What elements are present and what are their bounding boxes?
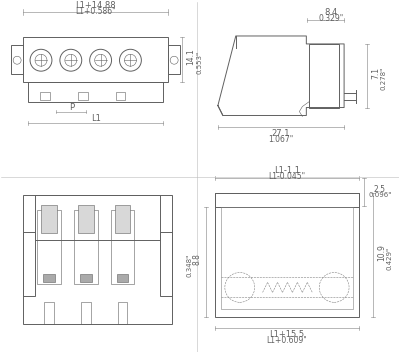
Text: 0.429": 0.429"	[387, 246, 393, 270]
Bar	[309, 44, 339, 107]
Bar	[40, 92, 50, 100]
Text: P: P	[69, 103, 74, 112]
Bar	[168, 45, 180, 74]
Text: 10.9: 10.9	[377, 244, 386, 260]
Text: L1: L1	[91, 114, 100, 123]
Bar	[116, 92, 126, 100]
Bar	[221, 207, 353, 309]
Bar	[41, 205, 57, 233]
Text: 7.1: 7.1	[371, 67, 380, 79]
Text: 8.4: 8.4	[324, 8, 337, 17]
Text: 8.8: 8.8	[192, 253, 202, 265]
Text: L1+14.88: L1+14.88	[75, 1, 116, 10]
Text: 1.067": 1.067"	[268, 135, 294, 144]
Bar	[43, 275, 55, 282]
Text: 0.096": 0.096"	[368, 192, 392, 198]
Bar	[28, 82, 163, 102]
Bar	[215, 193, 359, 207]
Bar	[35, 195, 160, 240]
Bar	[80, 275, 92, 282]
Text: 0.278": 0.278"	[381, 67, 387, 90]
Bar	[78, 92, 88, 100]
Bar	[110, 210, 134, 284]
Text: L1-0.045": L1-0.045"	[268, 172, 306, 181]
Bar	[78, 205, 94, 233]
Text: L1+0.586": L1+0.586"	[75, 7, 116, 15]
Bar	[44, 302, 54, 324]
Bar	[114, 205, 130, 233]
Text: L1+15.5: L1+15.5	[269, 329, 304, 339]
Bar	[11, 45, 23, 74]
Text: 2.5: 2.5	[374, 184, 386, 194]
Bar	[23, 232, 35, 296]
Bar	[160, 232, 172, 296]
Bar	[118, 302, 128, 324]
Bar	[116, 275, 128, 282]
Bar	[215, 193, 359, 317]
Text: 0.553": 0.553"	[196, 51, 202, 74]
Text: L1-1.1: L1-1.1	[274, 166, 300, 175]
Bar	[37, 210, 61, 284]
Text: 27.1: 27.1	[272, 129, 290, 138]
Bar	[81, 302, 91, 324]
Text: 14.1: 14.1	[186, 48, 196, 65]
Text: L1+0.609": L1+0.609"	[266, 335, 307, 345]
Text: 0.329": 0.329"	[318, 14, 343, 23]
Bar	[74, 210, 98, 284]
Text: 0.348": 0.348"	[186, 253, 192, 277]
Bar	[23, 195, 172, 324]
Bar	[23, 37, 168, 82]
